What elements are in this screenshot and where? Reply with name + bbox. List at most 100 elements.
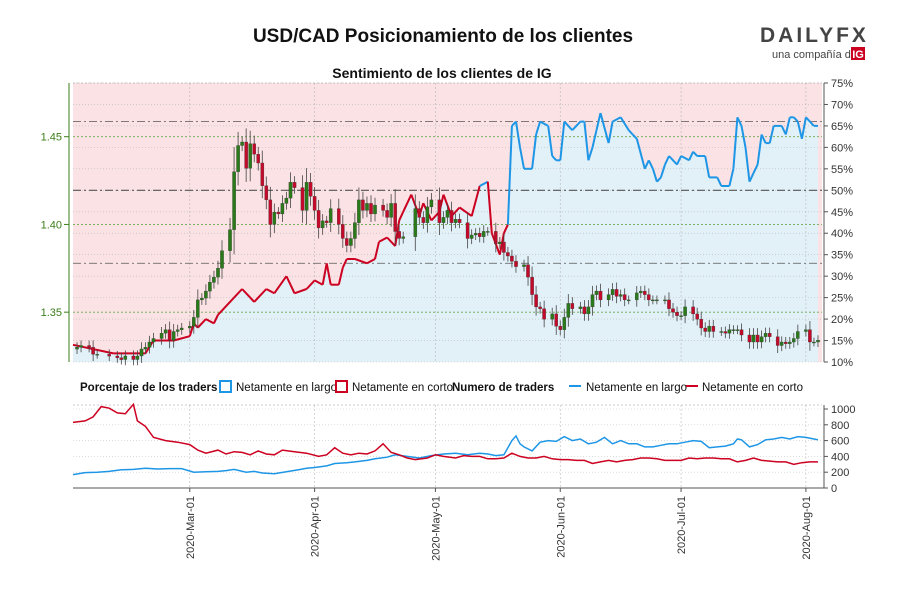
candle-body [598,290,603,301]
candle-body [324,220,329,223]
pct-line-segment [551,155,557,161]
pct-line-segment [519,147,525,169]
candle-body [437,199,442,223]
candle-body [135,355,140,360]
candle-body [284,197,289,204]
left-axis-label: 1.45 [41,132,62,144]
pct-line-segment [197,318,207,329]
candle-body [328,208,333,223]
candle-body [812,341,816,344]
candle-body [622,294,627,301]
candle-body [107,354,111,357]
candle-body [421,217,426,223]
date-label: 2020-Aug-01 [801,496,813,560]
candle-body [498,241,502,244]
right-axis-label: 75% [831,78,853,90]
legend-num-long: Netamente en largo [586,382,687,394]
count-axis-label: 1000 [831,404,855,416]
candle-body [369,203,373,215]
pct-line-segment [366,258,376,265]
pct-line-segment [398,211,405,221]
candle-body [816,340,820,343]
candle-body [796,331,800,339]
pct-line-segment [314,279,324,286]
candle-body [469,234,474,239]
candle-body [159,333,164,339]
trader-count-lines [72,402,819,476]
candle-body [188,326,192,329]
candle-body [272,211,277,225]
candle-body [606,294,611,301]
pct-line-segment [619,116,630,131]
candle-body [260,162,265,186]
pct-line-segment [470,185,481,217]
pct-line-segment [241,288,251,299]
pct-line-segment [659,164,666,178]
candle-body [445,210,450,218]
candle-body [119,357,124,360]
count-axis-label: 0 [831,483,837,495]
date-label: 2020-Jul-01 [676,496,688,554]
candle-body [558,326,563,330]
upper-grid [73,82,822,363]
date-label: 2020-May-01 [430,496,442,561]
candle-body [353,222,357,239]
candle-body [635,292,639,301]
candle-body [381,204,385,211]
candle-body [502,241,506,253]
candle-body [236,145,240,172]
candle-body [618,294,623,297]
candle-body [554,313,558,327]
candle-body [626,299,631,302]
pct-line-segment [704,155,711,178]
candle-body [506,252,510,257]
pct-line-segment [627,129,634,136]
candle-body [417,208,422,218]
candle-body [614,289,619,297]
pct-line-segment [233,288,243,299]
pct-line-segment [744,147,751,182]
pct-line-segment [651,168,658,182]
candle-body [759,336,764,343]
candle-body [316,210,321,229]
candle-body [204,290,208,299]
pct-line-segment [289,284,296,294]
pct-line-segment [752,164,759,174]
legend-num-short: Netamente en corto [702,382,803,394]
pct-line-segment [793,116,799,123]
candle-body [486,231,490,233]
pct-line-segment [668,155,678,166]
pct-line-segment [337,267,344,285]
candle-body [131,355,136,360]
pct-line-segment [378,236,388,243]
candle-body [473,233,478,236]
date-label: 2020-Mar-01 [185,496,197,559]
candle-body [308,182,313,197]
count-axis-label: 400 [831,451,849,463]
pct-line-segment [535,121,542,135]
right-axis-label: 15% [831,336,853,348]
candle-body [163,329,168,334]
candle-body [808,329,812,343]
candle-body [667,299,671,309]
candle-body [268,199,273,225]
candle-body [570,303,575,309]
pct-line-segment [756,134,763,165]
left-axis-label: 1.40 [41,219,62,231]
date-axis: 2020-Mar-01 2020-Apr-01 2020-May-01 2020-Ju… [185,488,813,561]
candle-body [522,264,526,267]
pct-line-segment [265,288,275,295]
candle-body [494,231,498,244]
right-axis-label: 25% [831,293,853,305]
legend-pct-long: Netamente en largo [236,382,337,394]
candle-body [562,317,567,330]
pct-line-segment [607,121,614,144]
pct-line-segment [539,120,549,127]
candle-body [212,276,216,283]
pct-line-segment [479,180,489,187]
candle-body [538,306,542,309]
right-axis-label: 55% [831,164,853,176]
right-axis-label: 70% [831,99,853,111]
